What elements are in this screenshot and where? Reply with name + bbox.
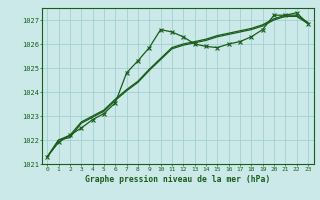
X-axis label: Graphe pression niveau de la mer (hPa): Graphe pression niveau de la mer (hPa) (85, 175, 270, 184)
